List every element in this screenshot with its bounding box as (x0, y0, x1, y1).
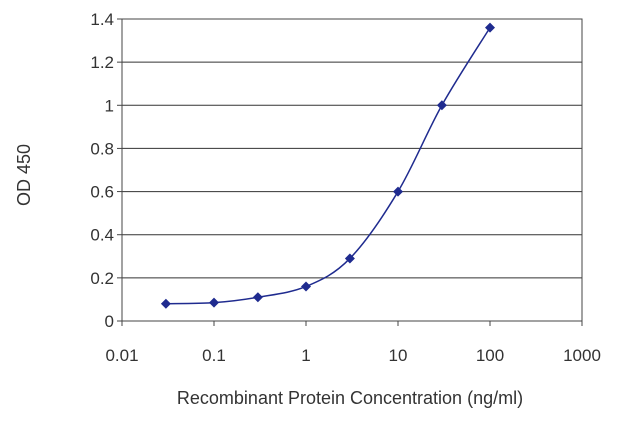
y-tick-label: 0 (105, 312, 114, 331)
y-axis-title: OD 450 (14, 144, 34, 206)
x-tick-label: 1000 (563, 346, 601, 365)
data-point-diamond (485, 22, 495, 33)
data-point-diamond (393, 186, 403, 197)
y-tick-label: 0.8 (90, 139, 114, 158)
data-points (160, 22, 495, 309)
y-tick-label: 0.4 (90, 226, 114, 245)
series-line (165, 27, 491, 305)
data-point-diamond (301, 281, 311, 292)
data-point-diamond (209, 297, 219, 308)
grid-lines (122, 18, 582, 322)
x-axis-ticks: 0.01 0.1 1 10 100 1000 (105, 321, 601, 365)
data-point-diamond (160, 298, 171, 309)
y-tick-label: 1.4 (90, 10, 114, 29)
x-tick-label: 0.01 (105, 346, 138, 365)
y-tick-label: 0.6 (90, 183, 114, 202)
y-tick-label: 0.2 (90, 269, 114, 288)
x-tick-label: 100 (476, 346, 504, 365)
data-point-diamond (344, 253, 355, 264)
x-tick-label: 0.1 (202, 346, 226, 365)
x-axis-title: Recombinant Protein Concentration (ng/ml… (177, 388, 523, 408)
y-axis-ticks: 0 0.2 0.4 0.6 0.8 1 1.2 1.4 (90, 10, 122, 331)
data-point-diamond (252, 292, 263, 303)
plot-frame (121, 18, 583, 322)
x-tick-label: 1 (301, 346, 310, 365)
y-tick-label: 1.2 (90, 53, 114, 72)
data-point-diamond (436, 100, 447, 111)
x-tick-label: 10 (389, 346, 408, 365)
series-curve (165, 27, 491, 305)
y-tick-label: 1 (105, 96, 114, 115)
